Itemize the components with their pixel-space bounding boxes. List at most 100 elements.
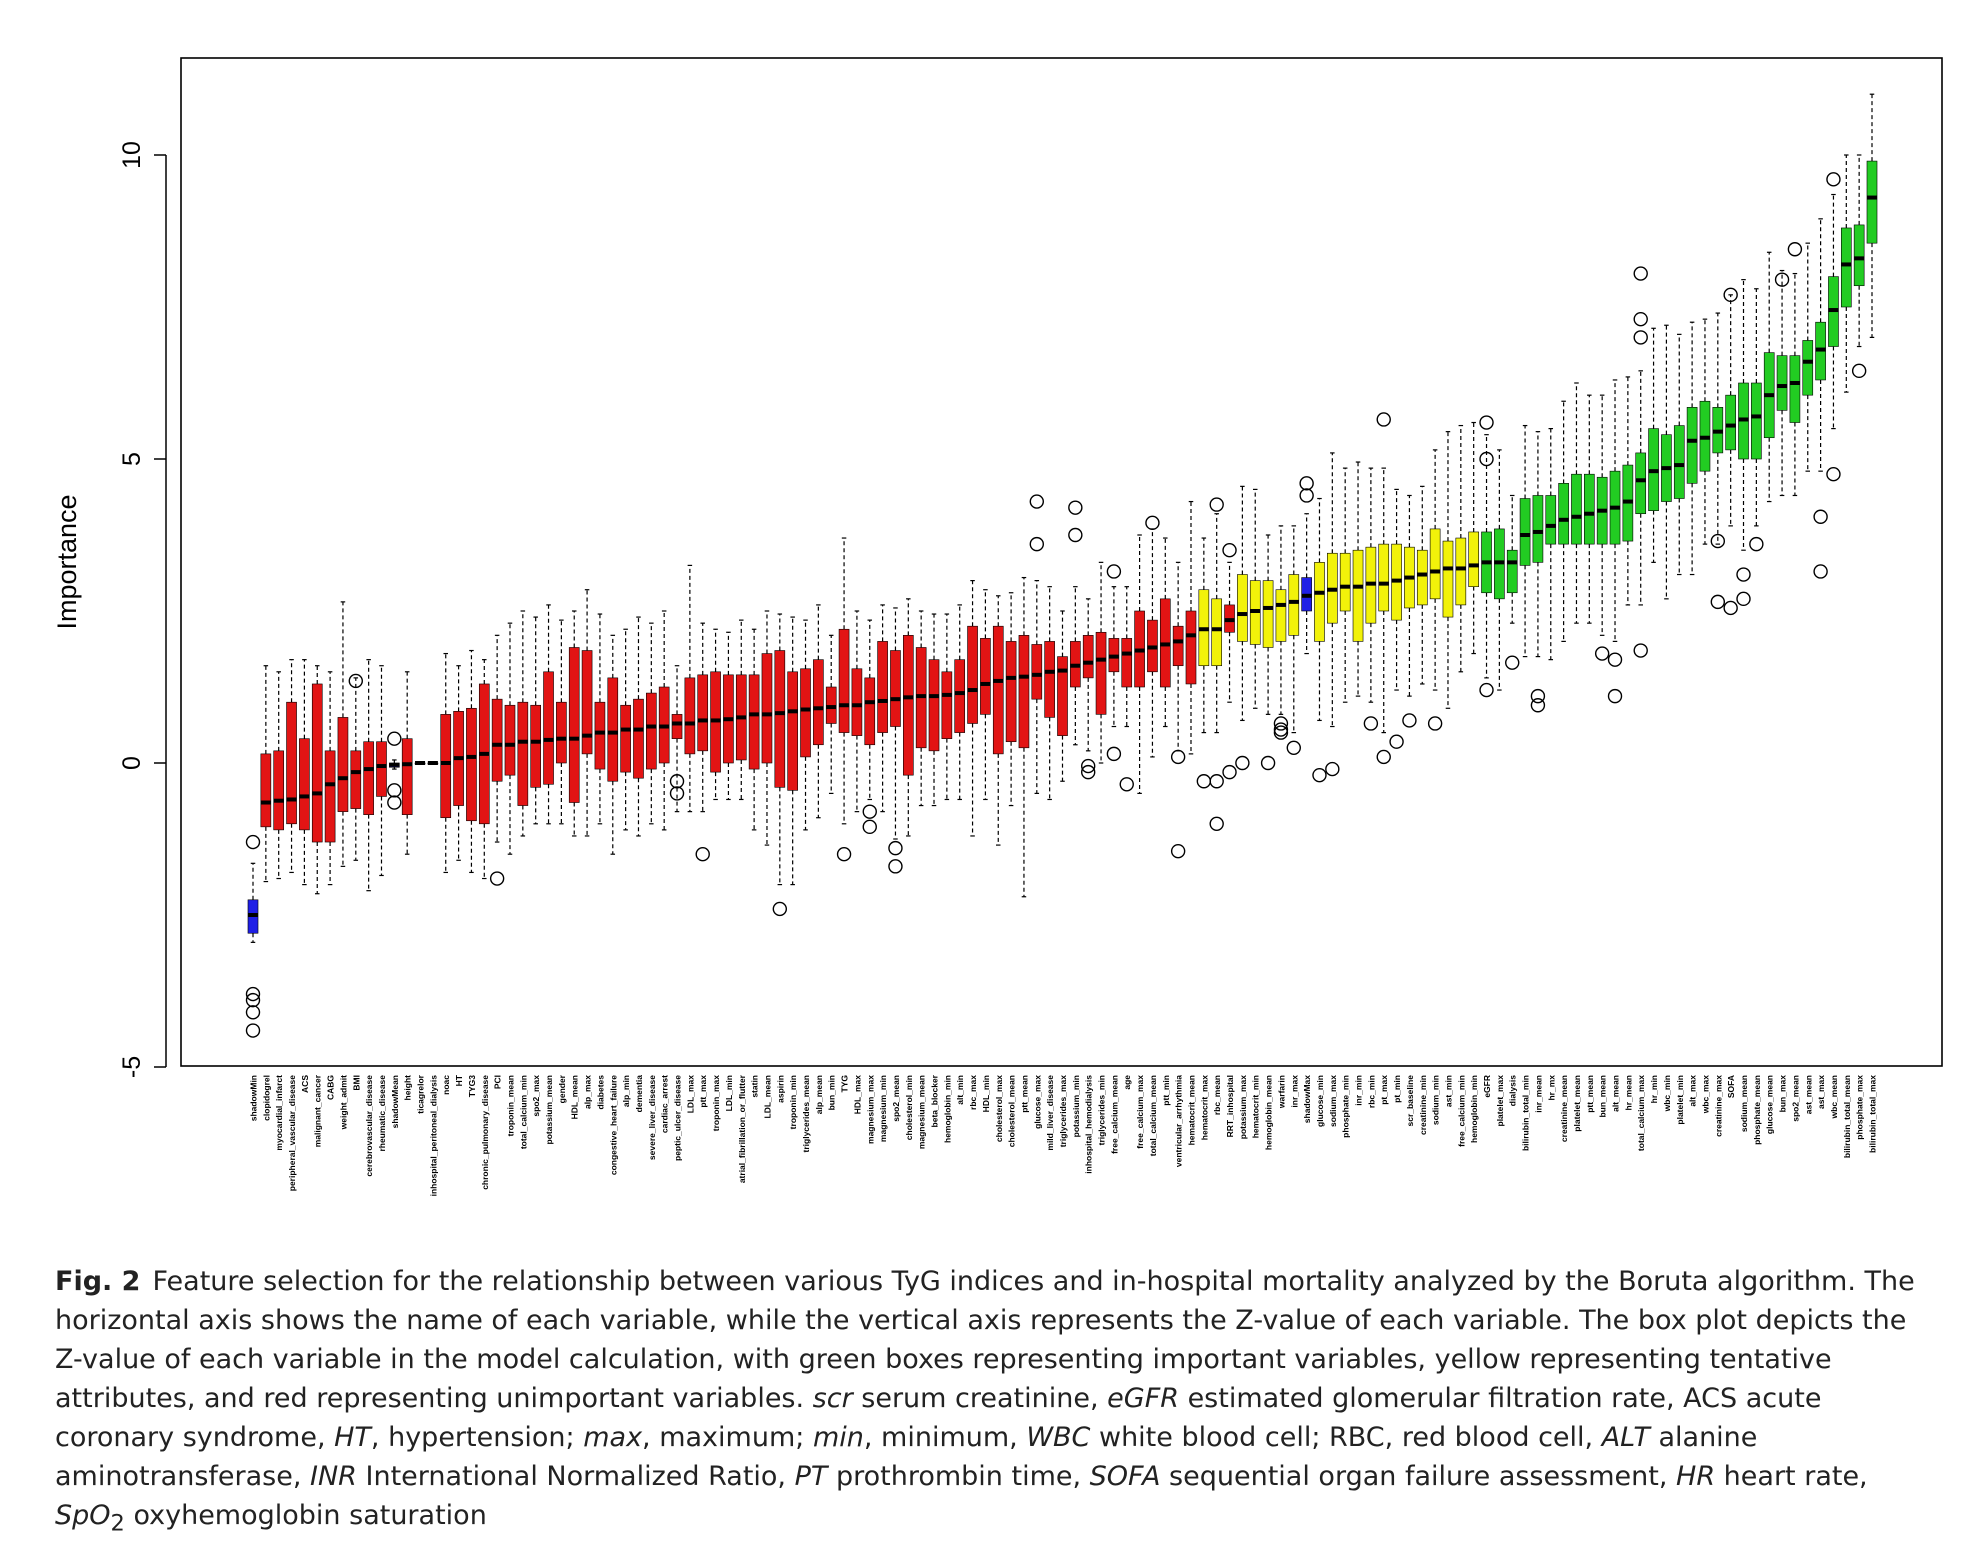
box-shadowMean [387, 731, 402, 810]
caption-abbr-def: International Normalized Ratio, [356, 1461, 795, 1492]
outlier-point [1774, 272, 1790, 287]
box-shadowMin [245, 834, 261, 1038]
x-tick-label: noac [441, 1075, 451, 1095]
box-ACS [299, 659, 310, 886]
x-tick-label: wbc_mean [1829, 1075, 1839, 1119]
x-tick-label: scr_baseline [1405, 1075, 1415, 1127]
box-body [1057, 656, 1068, 736]
outlier-point [387, 731, 402, 746]
x-tick-label: ACS [300, 1075, 310, 1093]
box-body [1185, 610, 1197, 685]
x-tick-label: bilirubin_total_max [1868, 1075, 1878, 1153]
caption-abbr-def: white blood cell; RBC, red blood cell, [1090, 1422, 1602, 1453]
outlier-point [1376, 412, 1391, 427]
box-triglycerides_min [1095, 561, 1107, 764]
x-tick-label: HT [454, 1074, 464, 1086]
box-ast_max [1813, 218, 1828, 579]
outlier-point [1376, 749, 1391, 765]
box-alt_mean [1607, 379, 1623, 704]
box-body [594, 701, 606, 770]
box-PCI [489, 634, 505, 886]
x-tick-label: ventricular_arrhythmia [1174, 1075, 1184, 1167]
x-tick-label: alp_max [583, 1075, 593, 1109]
box-spo2_mean [888, 607, 903, 874]
box-magnesium_mean [915, 610, 927, 807]
box-peptic_ulcer_disease [669, 665, 685, 813]
y-tick-label: 10 [118, 141, 146, 169]
box-noac [440, 652, 452, 874]
x-tick-label: alt_mean [1611, 1075, 1621, 1112]
box-free_calcium_min [1455, 424, 1467, 673]
outlier-point [1594, 646, 1610, 661]
box-body [1686, 407, 1698, 484]
caption-abbr: PT [794, 1461, 828, 1492]
plot-frame [180, 57, 1943, 1067]
box-body [1237, 574, 1248, 642]
x-tick-label: pt_max [1379, 1075, 1389, 1105]
y-axis-label: Importance [52, 494, 82, 629]
x-tick-label: bilirubin_total_min [1521, 1075, 1531, 1151]
box-rheumatic_disease [376, 665, 387, 877]
box-pt_max [1376, 412, 1391, 765]
box-bilirubin_total_mean [1840, 154, 1852, 393]
box-body [954, 659, 966, 733]
x-tick-label: hematocrit_min [1251, 1075, 1261, 1138]
outlier-point [1479, 451, 1494, 467]
box-rbc_max [967, 579, 978, 837]
x-tick-label: TYG [840, 1075, 850, 1093]
box-body [543, 671, 554, 785]
x-tick-label: eGFR [1482, 1075, 1492, 1098]
box-dementia [633, 616, 644, 837]
outlier-point [1299, 476, 1314, 491]
x-tick-label: rbc_mean [1212, 1075, 1222, 1115]
box-ptt_min [1159, 537, 1171, 728]
x-tick-label: cholesterol_max [994, 1075, 1004, 1142]
box-body [311, 683, 323, 843]
x-tick-label: LDL_min [724, 1075, 734, 1111]
box-body [1031, 644, 1043, 700]
x-tick-label: inr_mean [1533, 1075, 1543, 1113]
outlier-point [1736, 567, 1751, 582]
outlier-point [1080, 758, 1096, 774]
box-body [633, 698, 644, 779]
box-diabetes [594, 613, 606, 825]
x-tick-label: troponin_max [711, 1075, 721, 1131]
box-body [1571, 473, 1582, 545]
box-body [607, 677, 619, 782]
caption-abbr: WBC [1026, 1422, 1091, 1453]
x-tick-label: hr_mean [1623, 1075, 1633, 1110]
x-tick-label: shadowMin [249, 1075, 259, 1121]
outlier-point [1530, 688, 1546, 704]
box-BMI [348, 673, 363, 861]
box-body [376, 741, 387, 797]
outlier-point [1119, 777, 1134, 792]
outlier-point [1363, 716, 1379, 731]
x-tick-label: alp_min [621, 1075, 631, 1107]
outlier-point [387, 783, 402, 798]
outlier-point [862, 804, 877, 819]
box-body [838, 628, 850, 733]
box-spo2_mean [1787, 242, 1803, 497]
x-tick-label: bun_min [827, 1075, 837, 1110]
box-body [299, 738, 310, 831]
x-tick-label: statin [750, 1075, 760, 1098]
outlier-point [1736, 591, 1751, 607]
box-alt_min [954, 604, 966, 801]
box-total_calcium_min [517, 610, 529, 837]
box-ptt_mean [1018, 576, 1030, 898]
box-body [1288, 574, 1300, 636]
outlier-point [1787, 242, 1803, 257]
box-HT [453, 665, 464, 861]
box-body [1776, 355, 1788, 411]
caption-abbr-sub: 2 [110, 1510, 125, 1537]
outlier-point [1389, 734, 1404, 749]
caption-abbr: INR [310, 1461, 357, 1492]
box-mild_liver_disease [1044, 586, 1055, 801]
box-alt_max [1686, 321, 1698, 576]
outlier-point [695, 847, 710, 862]
x-tick-label: atrial_fibrillation_or_flutter [737, 1074, 747, 1183]
x-tick-label: spo2_max [531, 1075, 541, 1117]
box-bilirubin_total_max [1866, 93, 1878, 338]
box-body [1789, 355, 1801, 423]
x-tick-label: ast_max [1816, 1075, 1826, 1109]
